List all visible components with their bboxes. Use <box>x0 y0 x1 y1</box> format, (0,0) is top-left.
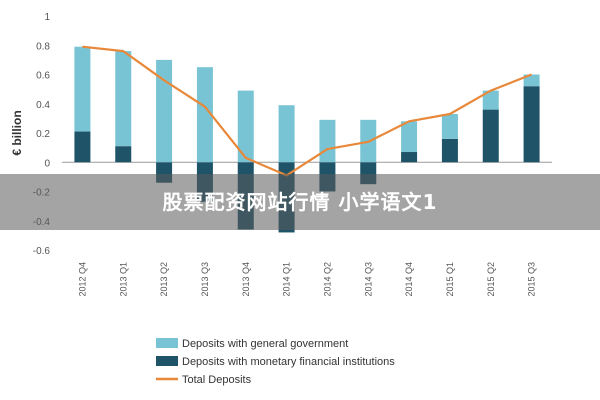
bar-general-government <box>278 105 295 163</box>
legend-label: Deposits with general government <box>182 338 348 350</box>
bar-general-government <box>523 74 540 87</box>
x-tick-label: 2014 Q4 <box>404 262 414 297</box>
legend: Deposits with general government Deposits… <box>156 338 395 386</box>
bar-general-government <box>319 119 336 163</box>
legend-swatch <box>156 356 178 366</box>
bar-general-government <box>196 67 213 163</box>
watermark-band <box>0 174 600 230</box>
x-tick-label: 2014 Q1 <box>282 262 292 297</box>
legend-label: Total Deposits <box>182 374 252 386</box>
y-tick-label: 0.6 <box>36 71 50 82</box>
x-tick-label: 2013 Q3 <box>200 262 210 297</box>
x-tick-label: 2013 Q4 <box>241 262 251 297</box>
y-axis-label: € billion <box>10 110 24 155</box>
bar-general-government <box>401 121 418 153</box>
x-tick-label: 2013 Q2 <box>159 262 169 297</box>
bar-general-government <box>441 113 458 139</box>
bar-monetary-financial <box>441 138 458 163</box>
x-tick-label: 2013 Q1 <box>118 262 128 297</box>
y-tick-label: 0.2 <box>36 129 50 140</box>
bar-monetary-financial <box>523 86 540 163</box>
bar-monetary-financial <box>482 109 499 163</box>
y-tick-label: 0.4 <box>36 100 50 111</box>
bar-general-government <box>156 59 173 163</box>
bar-general-government <box>482 90 499 110</box>
x-tick-label: 2012 Q4 <box>77 262 87 297</box>
x-tick-label: 2015 Q2 <box>486 262 496 297</box>
bar-monetary-financial <box>115 146 132 163</box>
bar-general-government <box>237 90 254 163</box>
bar-monetary-financial <box>74 131 91 163</box>
x-tick-label: 2015 Q3 <box>527 262 537 297</box>
x-tick-label: 2014 Q2 <box>322 262 332 297</box>
x-tick-label: 2014 Q3 <box>363 262 373 297</box>
y-tick-label: 0.8 <box>36 41 50 52</box>
watermark-text: 股票配资网站行情 小学语文1 <box>162 190 438 214</box>
y-tick-label: 0 <box>44 158 50 169</box>
bar-general-government <box>115 51 132 147</box>
line-series-group <box>82 45 533 177</box>
y-tick-label: 1 <box>44 12 50 23</box>
bar-monetary-financial <box>401 152 418 163</box>
y-tick-label: -0.6 <box>33 246 51 257</box>
bar-general-government <box>74 46 91 132</box>
x-axis-tick-labels: 2012 Q4 2013 Q1 2013 Q2 2013 Q3 2013 Q4 2014 … <box>77 262 536 297</box>
total-deposits-line <box>82 45 533 177</box>
x-tick-label: 2015 Q1 <box>445 262 455 297</box>
legend-label: Deposits with monetary financial institu… <box>182 356 395 368</box>
legend-swatch <box>156 338 178 348</box>
